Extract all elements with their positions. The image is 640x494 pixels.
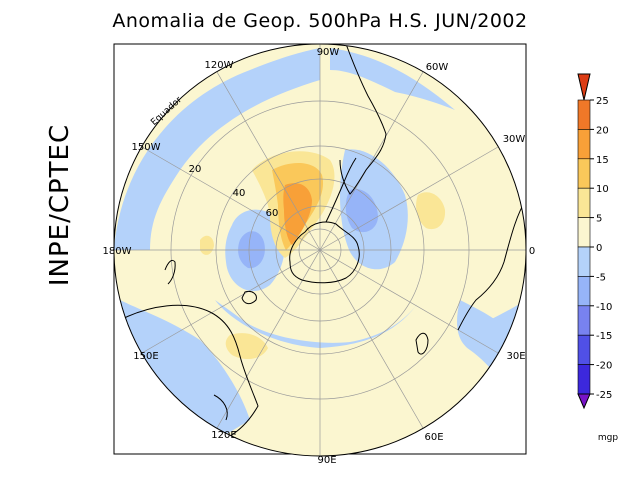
lon-label-90e: 90E bbox=[317, 455, 336, 466]
colorbar-tick-label: -25 bbox=[596, 390, 612, 401]
colorbar-unit: mgp bbox=[598, 433, 618, 443]
lon-label-150w: 150W bbox=[132, 142, 161, 153]
colorbar: 25 20 15 10 5 0 -5 -10 -15 -20 -25 mgp bbox=[577, 73, 618, 443]
map-boundary-circle bbox=[113, 43, 527, 457]
colorbar-tick-label: 15 bbox=[596, 155, 609, 166]
lon-label-120e: 120E bbox=[211, 430, 236, 441]
lon-label-180w: 180W bbox=[103, 246, 132, 257]
colorbar-tick-label: -15 bbox=[596, 331, 612, 342]
colorbar-cell bbox=[577, 187, 591, 218]
colorbar-top-arrow bbox=[577, 73, 591, 101]
colorbar-bottom-arrow bbox=[577, 393, 591, 410]
colorbar-cell bbox=[577, 305, 591, 336]
colorbar-cell bbox=[577, 158, 591, 189]
colorbar-cell bbox=[577, 364, 591, 395]
colorbar-cells bbox=[577, 99, 591, 395]
map-title: Anomalia de Geop. 500hPa H.S. JUN/2002 bbox=[112, 10, 528, 32]
colorbar-tick-label: 10 bbox=[596, 184, 609, 195]
lat-label-40: 40 bbox=[233, 188, 246, 199]
colorbar-tick-label: -20 bbox=[596, 361, 612, 372]
lat-label-60: 60 bbox=[266, 208, 279, 219]
colorbar-tick-label: 20 bbox=[596, 125, 609, 136]
colorbar-tick-label: 0 bbox=[596, 243, 602, 254]
lon-label-60e: 60E bbox=[424, 432, 443, 443]
colorbar-tick-label: -10 bbox=[596, 302, 612, 313]
colorbar-cell bbox=[577, 99, 591, 130]
lon-label-90w: 90W bbox=[317, 47, 340, 58]
colorbar-ticks: 25 20 15 10 5 0 -5 -10 -15 -20 -25 bbox=[590, 96, 612, 401]
lon-label-150e: 150E bbox=[133, 351, 158, 362]
colorbar-cell bbox=[577, 276, 591, 307]
lon-label-60w: 60W bbox=[426, 62, 449, 73]
colorbar-tick-label: 25 bbox=[596, 96, 609, 107]
colorbar-cell bbox=[577, 217, 591, 248]
lon-label-30w: 30W bbox=[503, 134, 526, 145]
lon-label-30e: 30E bbox=[506, 351, 525, 362]
colorbar-tick-label: -5 bbox=[596, 272, 606, 283]
lat-label-20: 20 bbox=[189, 164, 202, 175]
anomaly-field bbox=[114, 44, 526, 456]
colorbar-cell bbox=[577, 334, 591, 365]
lon-label-0: 0 bbox=[529, 246, 535, 257]
colorbar-cell bbox=[577, 246, 591, 277]
lon-label-120w: 120W bbox=[205, 60, 234, 71]
coastlines bbox=[119, 44, 526, 437]
meridian-lines bbox=[114, 44, 526, 456]
longitude-labels: 90W 60W 30W 0 30E 60E 90E 120E 150E 180W… bbox=[103, 47, 536, 466]
colorbar-cell bbox=[577, 129, 591, 160]
colorbar-tick-label: 5 bbox=[596, 214, 602, 225]
